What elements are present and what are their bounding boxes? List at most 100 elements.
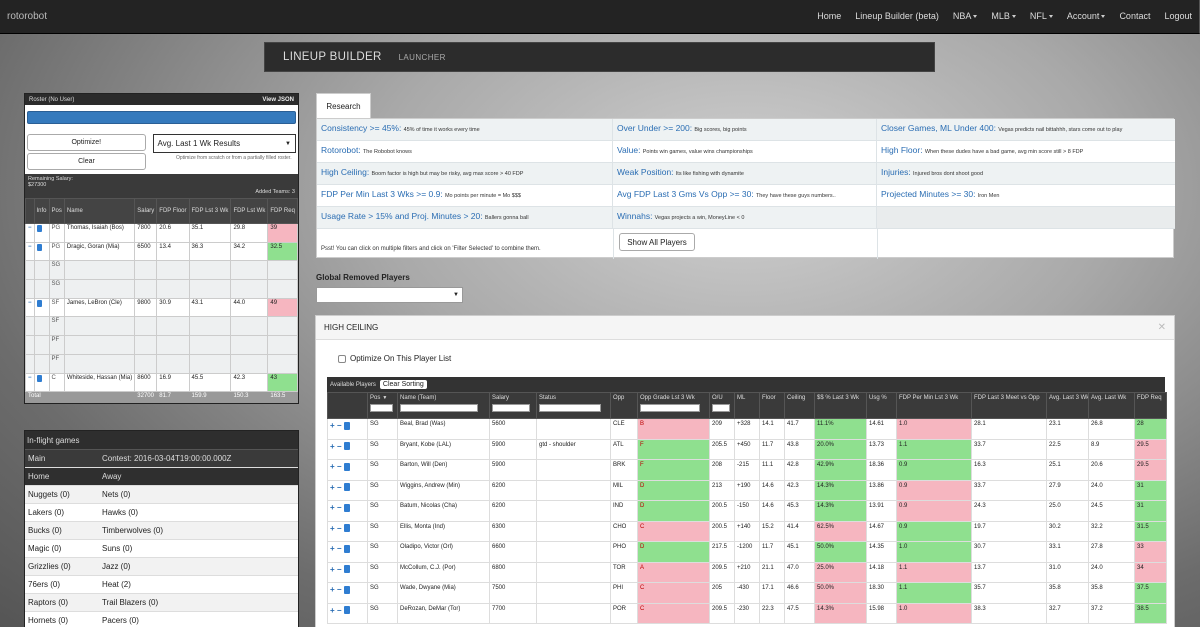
player-col-header[interactable]: Salary	[489, 392, 537, 419]
roster-col-header[interactable]: FDP Lst 3 Wk	[188, 198, 232, 224]
player-col-header[interactable]: Opp	[610, 392, 638, 419]
player-cell[interactable]: Beal, Brad (Was)	[397, 418, 490, 440]
column-filter-input[interactable]	[640, 404, 701, 412]
clear-button[interactable]: Clear	[27, 153, 146, 170]
add-icon[interactable]: +	[330, 421, 337, 430]
filter-item[interactable]: Consistency >= 45%: 45% of time it works…	[317, 119, 612, 141]
document-icon[interactable]	[36, 243, 42, 251]
filter-link[interactable]: Over Under >= 200:	[617, 123, 693, 133]
optimize-list-option[interactable]: Optimize On This Player List	[338, 354, 451, 363]
add-icon[interactable]: +	[330, 564, 337, 574]
player-col-header[interactable]: Opp Grade Lst 3 Wk	[637, 392, 710, 419]
results-select[interactable]: Avg. Last 1 Wk Results ▼	[152, 134, 296, 153]
filter-link[interactable]: Rotorobot:	[321, 145, 361, 155]
minus-icon[interactable]: −	[336, 503, 344, 512]
document-icon[interactable]	[343, 606, 350, 615]
research-tab[interactable]: Research	[316, 93, 371, 118]
add-icon[interactable]: +	[330, 605, 337, 615]
roster-name-cell[interactable]: Dragic, Goran (Mia)	[63, 241, 136, 262]
filter-item[interactable]: FDP Per Min Last 3 Wks >= 0.9: Mo points…	[317, 185, 612, 207]
minus-icon[interactable]: −	[28, 243, 32, 250]
document-icon[interactable]	[343, 421, 350, 430]
nav-link-home[interactable]: Home	[810, 0, 848, 32]
document-icon[interactable]	[36, 374, 42, 382]
player-col-header[interactable]: ML	[734, 392, 760, 419]
roster-name-cell[interactable]: Whiteside, Hassan (Mia)	[63, 372, 136, 393]
roster-name-cell[interactable]: James, LeBron (Cle)	[63, 297, 136, 318]
player-cell[interactable]: Ellis, Monta (Ind)	[397, 520, 490, 542]
player-cell[interactable]: Bryant, Kobe (LAL)	[397, 438, 490, 460]
filter-item[interactable]: High Ceiling: Boom factor is high but ma…	[317, 163, 612, 185]
filter-item[interactable]: Over Under >= 200: Big scores, big point…	[613, 119, 876, 141]
filter-item[interactable]: Injuries: Injured bros dont shoot good	[877, 163, 1175, 185]
player-col-header[interactable]: $$ % Last 3 Wk	[814, 392, 867, 419]
filter-link[interactable]: High Floor:	[881, 145, 923, 155]
document-icon[interactable]	[343, 503, 350, 512]
nav-link-nba[interactable]: NBA	[946, 0, 985, 32]
minus-icon[interactable]: −	[336, 605, 344, 615]
minus-icon[interactable]: −	[28, 374, 32, 381]
player-col-header[interactable]: Status	[536, 392, 611, 419]
column-filter-input[interactable]	[400, 404, 479, 412]
optimize-list-checkbox[interactable]	[338, 354, 346, 363]
column-filter-input[interactable]	[539, 404, 602, 412]
player-cell[interactable]: McCollum, C.J. (Por)	[397, 561, 490, 583]
document-icon[interactable]	[343, 585, 350, 594]
roster-col-header[interactable]: FDP Floor	[156, 198, 190, 224]
brand-logo[interactable]: rotorobot	[7, 11, 48, 22]
filter-item[interactable]: Closer Games, ML Under 400: Vegas predic…	[877, 119, 1175, 141]
close-icon[interactable]: ✕	[1157, 322, 1166, 333]
player-col-header[interactable]: Avg. Last 3 Wk	[1046, 392, 1089, 419]
nav-link-nfl[interactable]: NFL	[1023, 0, 1060, 32]
filter-item[interactable]: Winnahs: Vegas projects a win, MoneyLine…	[613, 207, 876, 229]
minus-icon[interactable]: −	[336, 544, 344, 553]
roster-name-cell[interactable]: Thomas, Isaiah (Bos)	[63, 223, 136, 243]
filter-item[interactable]: Avg FDP Last 3 Gms Vs Opp >= 30: They ha…	[613, 185, 876, 207]
player-col-header[interactable]: FDP Last 3 Meet vs Opp	[971, 392, 1047, 419]
filter-link[interactable]: Weak Position:	[617, 167, 674, 177]
add-icon[interactable]: +	[330, 482, 337, 492]
filter-item[interactable]: Value: Points win games, value wins cham…	[613, 141, 876, 163]
removed-players-select[interactable]: ▼	[316, 287, 463, 303]
player-cell[interactable]: Barton, Will (Den)	[397, 459, 490, 481]
minus-icon[interactable]: −	[336, 523, 344, 533]
filter-link[interactable]: Winnahs:	[617, 211, 653, 221]
view-json-link[interactable]: View JSON	[262, 96, 294, 103]
document-icon[interactable]	[343, 524, 350, 533]
player-cell[interactable]: Batum, Nicolas (Cha)	[397, 500, 490, 522]
player-cell[interactable]: Wiggins, Andrew (Min)	[397, 479, 490, 501]
add-icon[interactable]: +	[330, 503, 337, 512]
optimize-button[interactable]: Optimize!	[27, 134, 146, 151]
filter-item[interactable]: Weak Position: Its like fishing with dyn…	[613, 163, 876, 185]
lineup-builder-tab[interactable]: LINEUP BUILDER	[283, 51, 382, 63]
launcher-link[interactable]: LAUNCHER	[398, 52, 446, 62]
filter-link[interactable]: Consistency >= 45%:	[321, 123, 402, 133]
minus-icon[interactable]: −	[336, 462, 344, 471]
document-icon[interactable]	[343, 462, 350, 471]
clear-sorting-button[interactable]: Clear Sorting	[379, 380, 427, 389]
minus-icon[interactable]: −	[336, 585, 344, 594]
roster-col-header[interactable]: Pos	[48, 198, 65, 224]
player-col-header[interactable]: Floor	[759, 392, 785, 419]
filter-link[interactable]: High Ceiling:	[321, 167, 370, 177]
player-col-header[interactable]: FDP Req	[1134, 392, 1167, 419]
roster-col-header[interactable]: Name	[63, 198, 136, 224]
filter-item[interactable]: Projected Minutes >= 30: Iron Men	[877, 185, 1175, 207]
document-icon[interactable]	[343, 483, 350, 492]
filter-link[interactable]: Injuries:	[881, 167, 911, 177]
minus-icon[interactable]: −	[336, 421, 344, 430]
filter-item[interactable]: High Floor: When these dudes have a bad …	[877, 141, 1175, 163]
minus-icon[interactable]: −	[336, 564, 344, 574]
minus-icon[interactable]: −	[28, 299, 32, 306]
document-icon[interactable]	[343, 565, 350, 574]
filter-link[interactable]: Usage Rate > 15% and Proj. Minutes > 20:	[321, 211, 483, 221]
player-col-header[interactable]: Avg. Last Wk	[1088, 392, 1135, 419]
column-filter-input[interactable]	[370, 404, 393, 412]
roster-name-cell[interactable]	[63, 279, 136, 299]
document-icon[interactable]	[36, 299, 42, 307]
player-col-header[interactable]	[327, 392, 368, 419]
roster-name-cell[interactable]	[63, 353, 136, 374]
nav-link-account[interactable]: Account	[1060, 0, 1113, 32]
document-icon[interactable]	[343, 442, 350, 451]
filter-link[interactable]: Closer Games, ML Under 400:	[881, 123, 996, 133]
